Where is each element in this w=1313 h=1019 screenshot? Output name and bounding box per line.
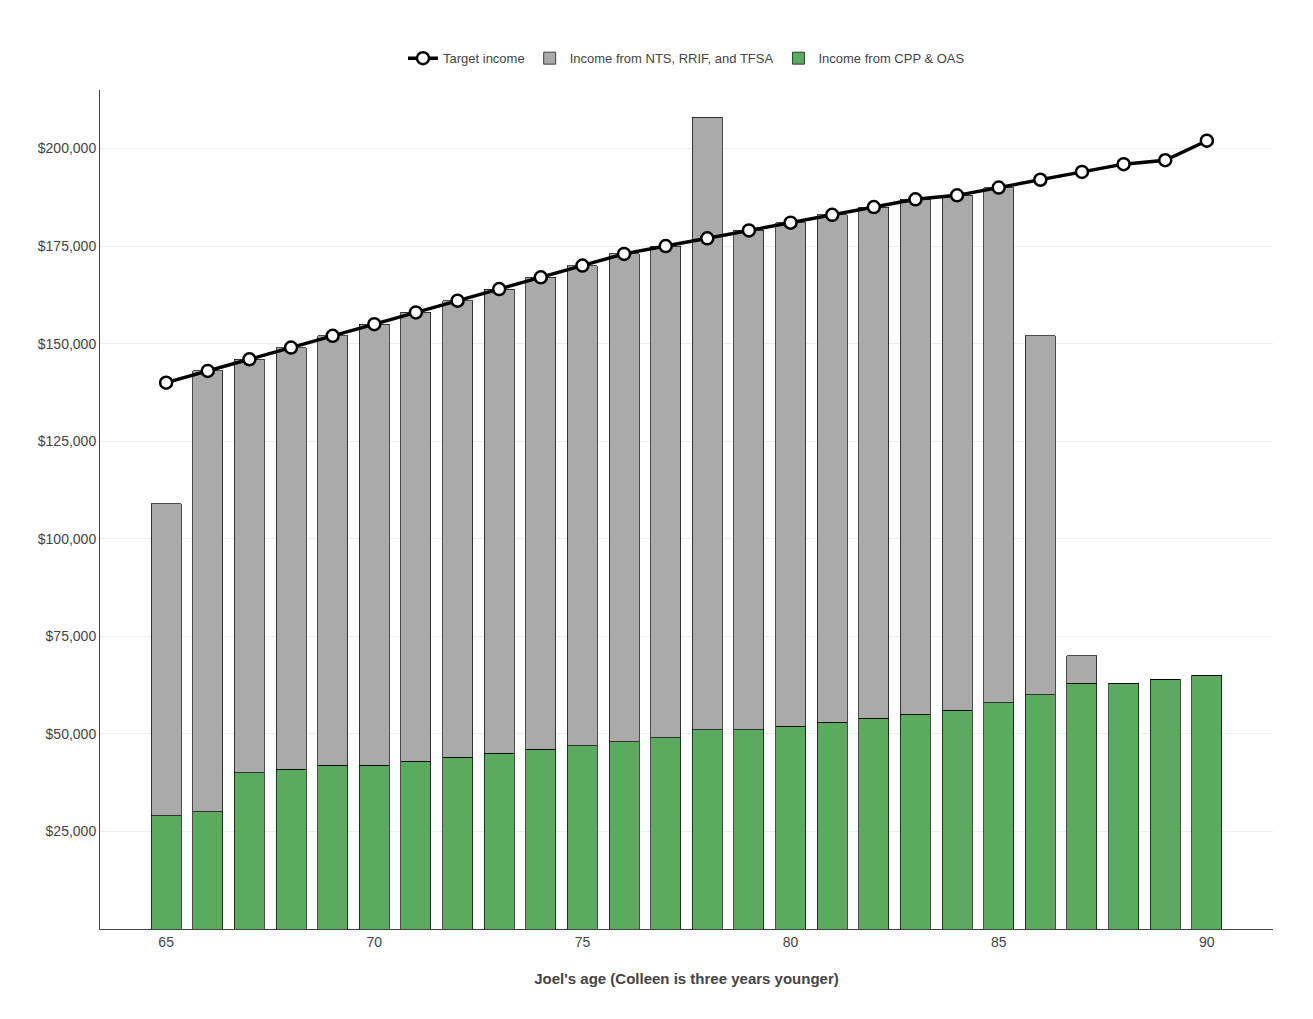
svg-text:$100,000: $100,000 [38,531,97,547]
svg-text:Joel's age (Colleen is three y: Joel's age (Colleen is three years young… [534,970,839,987]
svg-text:90: 90 [1199,934,1215,950]
svg-text:$175,000: $175,000 [38,238,97,254]
svg-text:$150,000: $150,000 [38,336,97,352]
svg-text:Income from CPP & OAS: Income from CPP & OAS [818,51,964,66]
svg-text:75: 75 [575,934,591,950]
svg-text:85: 85 [991,934,1007,950]
svg-text:65: 65 [158,934,174,950]
svg-text:$125,000: $125,000 [38,433,97,449]
svg-text:$200,000: $200,000 [38,140,97,156]
svg-text:70: 70 [367,934,383,950]
svg-text:$50,000: $50,000 [46,726,97,742]
svg-text:$25,000: $25,000 [46,823,97,839]
svg-text:Income from NTS, RRIF, and TFS: Income from NTS, RRIF, and TFSA [570,51,774,66]
svg-text:$75,000: $75,000 [46,628,97,644]
svg-text:80: 80 [783,934,799,950]
svg-text:Target income: Target income [443,51,525,66]
